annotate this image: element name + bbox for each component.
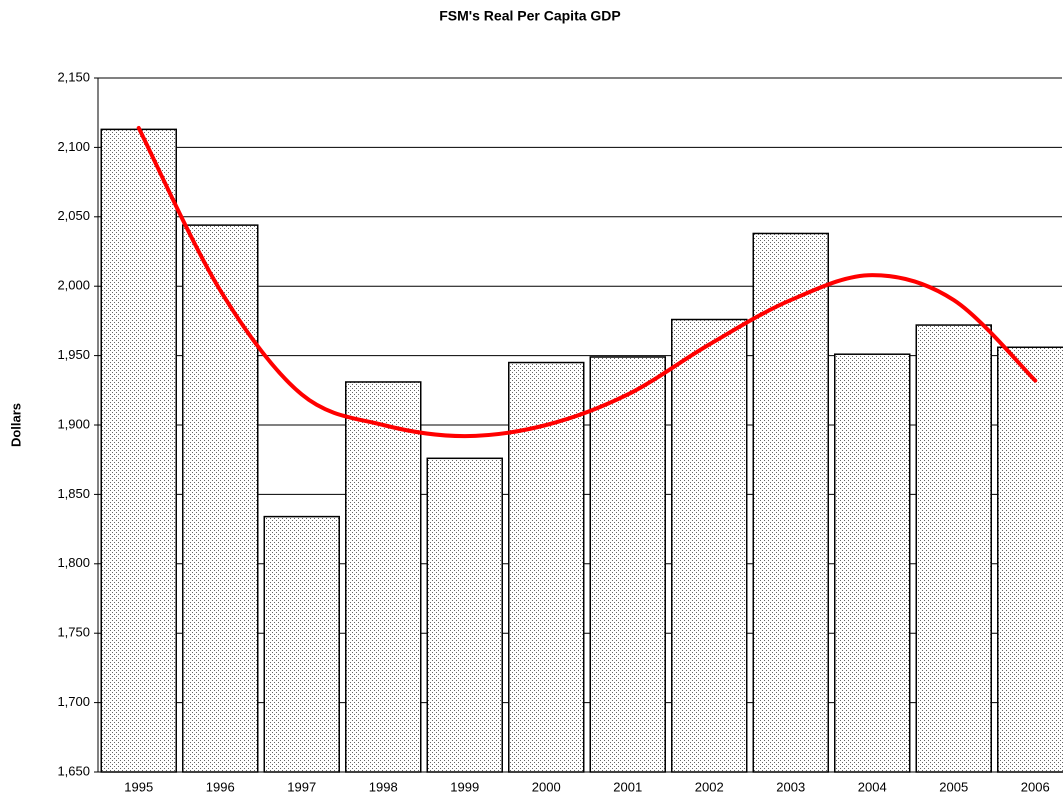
x-tick-label: 2002 bbox=[695, 779, 724, 794]
bar bbox=[345, 381, 422, 773]
x-tick-label: 2005 bbox=[939, 779, 968, 794]
bar bbox=[100, 128, 177, 773]
bar bbox=[671, 318, 748, 773]
bar bbox=[589, 356, 666, 773]
bar bbox=[263, 515, 340, 773]
bar bbox=[915, 324, 992, 773]
y-tick-label: 2,050 bbox=[57, 208, 90, 223]
x-tick-label: 2001 bbox=[613, 779, 642, 794]
y-tick-label: 2,100 bbox=[57, 139, 90, 154]
x-tick-label: 1996 bbox=[206, 779, 235, 794]
y-tick-label: 1,950 bbox=[57, 347, 90, 362]
y-tick-label: 2,000 bbox=[57, 278, 90, 293]
x-tick-label: 1998 bbox=[369, 779, 398, 794]
x-tick-label: 2003 bbox=[776, 779, 805, 794]
x-tick-label: 2006 bbox=[1021, 779, 1050, 794]
bar bbox=[997, 346, 1063, 773]
y-tick-label: 1,700 bbox=[57, 694, 90, 709]
x-tick-label: 1995 bbox=[124, 779, 153, 794]
x-tick-label: 2000 bbox=[532, 779, 561, 794]
y-tick-label: 1,650 bbox=[57, 763, 90, 778]
y-tick-label: 1,900 bbox=[57, 416, 90, 431]
x-tick-label: 1997 bbox=[287, 779, 316, 794]
y-tick-label: 1,750 bbox=[57, 625, 90, 640]
x-tick-label: 1999 bbox=[450, 779, 479, 794]
trend-line bbox=[136, 125, 1038, 439]
y-tick-label: 1,850 bbox=[57, 486, 90, 501]
chart-title: FSM's Real Per Capita GDP bbox=[439, 8, 621, 24]
y-axis-title: Dollars bbox=[8, 403, 23, 447]
bar bbox=[182, 224, 259, 773]
bar bbox=[834, 353, 911, 773]
x-tick-label: 2004 bbox=[858, 779, 887, 794]
bar bbox=[426, 457, 503, 773]
y-tick-label: 2,150 bbox=[57, 69, 90, 84]
y-tick-label: 1,800 bbox=[57, 555, 90, 570]
